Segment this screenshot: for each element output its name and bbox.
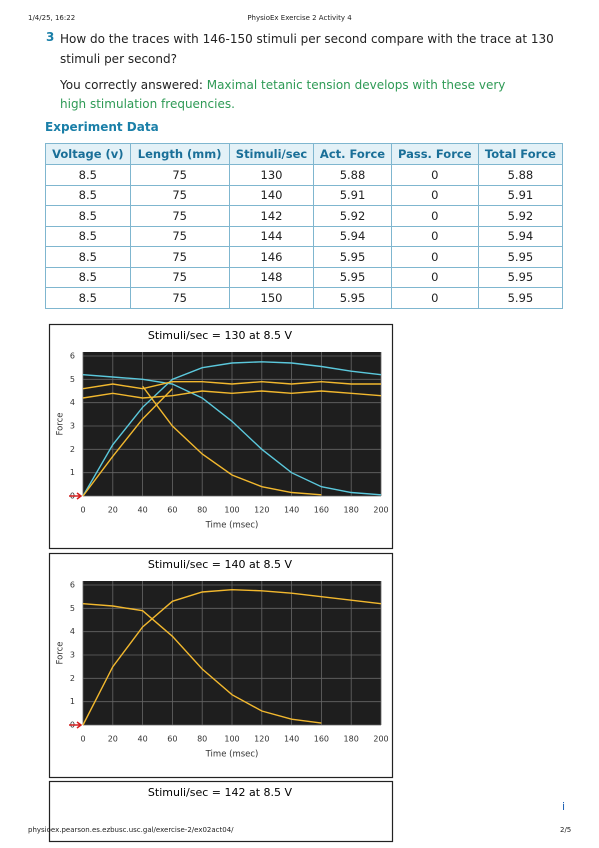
x-tick-label: 40	[138, 735, 148, 744]
baseline-marker	[69, 721, 83, 729]
table-cell: 5.94	[313, 225, 392, 247]
x-tick-label: 60	[167, 506, 177, 515]
trace	[82, 588, 382, 726]
x-axis-label: Time (msec)	[205, 750, 259, 760]
trace	[142, 385, 322, 496]
trace	[82, 603, 322, 724]
table-cell: 8.5	[45, 287, 131, 309]
y-tick-label: 5	[70, 604, 75, 613]
trace	[82, 390, 382, 399]
table-row: 8.5 75 150 5.95 0 5.95	[45, 287, 564, 309]
footer-url: physioex.pearson.es.ezbusc.usc.gal/exerc…	[28, 826, 234, 834]
y-tick-label: 4	[70, 627, 75, 636]
y-tick-label: 2	[70, 445, 75, 454]
header-row: Voltage (v) Length (mm) Stimuli/sec Act. Fo…	[45, 143, 564, 165]
info-mark: i	[562, 800, 566, 813]
x-tick-label: 100	[224, 506, 239, 515]
x-tick-label: 40	[138, 506, 148, 515]
column-header: Stimuli/sec	[228, 143, 315, 165]
chart-title: Stimuli/sec = 130 at 8.5 V	[148, 329, 293, 342]
table-row: 8.5 75 130 5.88 0 5.88	[45, 164, 564, 186]
x-tick-label: 180	[344, 735, 359, 744]
chart-title: Stimuli/sec = 142 at 8.5 V	[148, 786, 293, 799]
x-tick-label: 20	[108, 506, 118, 515]
table-cell: 5.94	[477, 225, 564, 247]
table-row: 8.5 75 148 5.95 0 5.95	[45, 266, 564, 288]
x-tick-label: 0	[80, 506, 85, 515]
x-tick-label: 120	[254, 506, 269, 515]
x-tick-label: 80	[197, 735, 207, 744]
x-tick-label: 180	[344, 506, 359, 515]
table-cell: 75	[129, 287, 230, 309]
x-axis-label: Time (msec)	[205, 521, 259, 531]
print-date: 1/4/25, 16:22	[28, 14, 76, 22]
chart-title: Stimuli/sec = 140 at 8.5 V	[148, 558, 293, 571]
section-title: Experiment Data	[45, 120, 159, 134]
table-cell: 146	[228, 246, 315, 268]
y-tick-label: 2	[70, 674, 75, 683]
y-tick-label: 4	[70, 398, 75, 407]
y-tick-label: 3	[70, 422, 75, 431]
table-cell: 5.95	[477, 246, 564, 268]
footer-page: 2/5	[560, 826, 572, 834]
answer: You correctly answered: Maximal tetanic …	[60, 76, 530, 114]
column-header: Total Force	[477, 143, 564, 165]
y-tick-label: 1	[70, 468, 75, 477]
question-number: 3	[46, 30, 55, 44]
print-title: PhysioEx Exercise 2 Activity 4	[247, 14, 352, 22]
x-tick-label: 200	[373, 506, 388, 515]
column-header: Voltage (v)	[45, 143, 131, 165]
y-tick-label: 6	[70, 581, 75, 590]
y-tick-label: 6	[70, 352, 75, 361]
x-tick-label: 0	[80, 735, 85, 744]
table-cell: 75	[129, 205, 230, 227]
x-tick-label: 80	[197, 506, 207, 515]
x-tick-label: 160	[314, 506, 329, 515]
trace	[82, 388, 173, 497]
table-body: 8.5 75 130 5.88 0 5.88 8.5 75 140 5.91 0 5.91 8.5 75 1…	[45, 164, 564, 309]
x-tick-label: 200	[373, 735, 388, 744]
x-tick-label: 160	[314, 735, 329, 744]
table-cell: 144	[228, 225, 315, 247]
y-axis-label: Force	[56, 642, 66, 665]
table-cell: 150	[228, 287, 315, 309]
chart-frame	[48, 780, 394, 843]
trace	[82, 361, 382, 497]
x-tick-label: 120	[254, 735, 269, 744]
answer-text: Maximal tetanic tension develops with th…	[60, 78, 506, 111]
y-tick-label: 5	[70, 375, 75, 384]
trace	[82, 380, 381, 390]
table-cell: 5.95	[313, 287, 392, 309]
y-tick-label: 3	[70, 651, 75, 660]
table-row: 8.5 75 146 5.95 0 5.95	[45, 246, 564, 268]
column-header: Act. Force	[313, 143, 392, 165]
answer-prefix: You correctly answered:	[60, 78, 203, 92]
x-tick-label: 140	[284, 735, 299, 744]
table-cell: 5.95	[477, 287, 564, 309]
y-axis-label: Force	[56, 413, 66, 436]
y-tick-label: 1	[70, 697, 75, 706]
table-cell: 75	[129, 246, 230, 268]
x-tick-label: 60	[167, 735, 177, 744]
table-cell: 5.92	[477, 205, 564, 227]
table-row: 8.5 75 140 5.91 0 5.91	[45, 184, 564, 206]
question-text: How do the traces with 146-150 stimuli p…	[60, 32, 554, 66]
trace	[82, 374, 382, 496]
x-tick-label: 20	[108, 735, 118, 744]
column-header: Pass. Force	[390, 143, 479, 165]
column-header: Length (mm)	[129, 143, 230, 165]
x-tick-label: 140	[284, 506, 299, 515]
table-cell: 75	[129, 266, 230, 288]
data-table: Voltage (v) Length (mm) Stimuli/sec Act. Fo…	[45, 143, 564, 309]
x-tick-label: 100	[224, 735, 239, 744]
baseline-marker	[69, 492, 83, 500]
